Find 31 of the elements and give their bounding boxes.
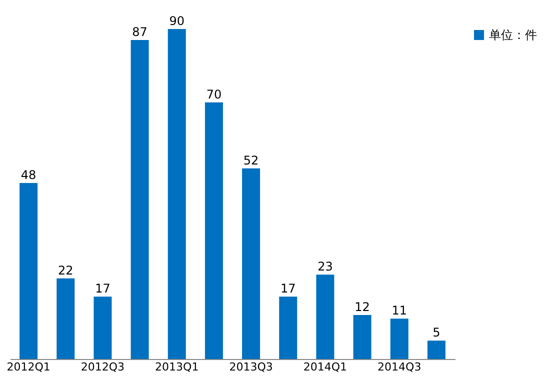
x-tick-label: 2014Q3	[378, 360, 422, 374]
data-label: 5	[432, 326, 440, 340]
data-label: 90	[169, 14, 185, 28]
bar	[353, 315, 372, 359]
data-label: 17	[95, 282, 110, 296]
bar	[20, 183, 38, 359]
data-label: 70	[206, 87, 222, 102]
x-tick-label: 2012Q1	[6, 360, 50, 374]
bar	[130, 40, 149, 359]
data-label: 22	[58, 263, 74, 278]
data-label: 23	[318, 260, 333, 274]
bar	[204, 102, 223, 359]
data-label: 17	[280, 282, 296, 296]
bar	[94, 296, 112, 359]
x-tick-label: 2014Q1	[303, 360, 348, 374]
data-label: 52	[243, 153, 259, 168]
data-label: 87	[132, 25, 148, 39]
data-label: 12	[354, 300, 370, 314]
data-label: 48	[20, 168, 36, 182]
x-tick-label: 2013Q1	[155, 360, 199, 374]
data-label: 11	[392, 304, 408, 318]
bar	[316, 274, 334, 359]
bar	[168, 29, 186, 359]
x-tick-label: 2012Q3	[80, 360, 125, 374]
bar	[390, 318, 408, 359]
bar	[242, 168, 260, 359]
bar	[56, 278, 75, 359]
bar	[279, 296, 298, 359]
legend-label: 单位：件	[489, 28, 537, 42]
x-tick-label: 2013Q3	[229, 360, 273, 374]
bar	[427, 340, 446, 359]
